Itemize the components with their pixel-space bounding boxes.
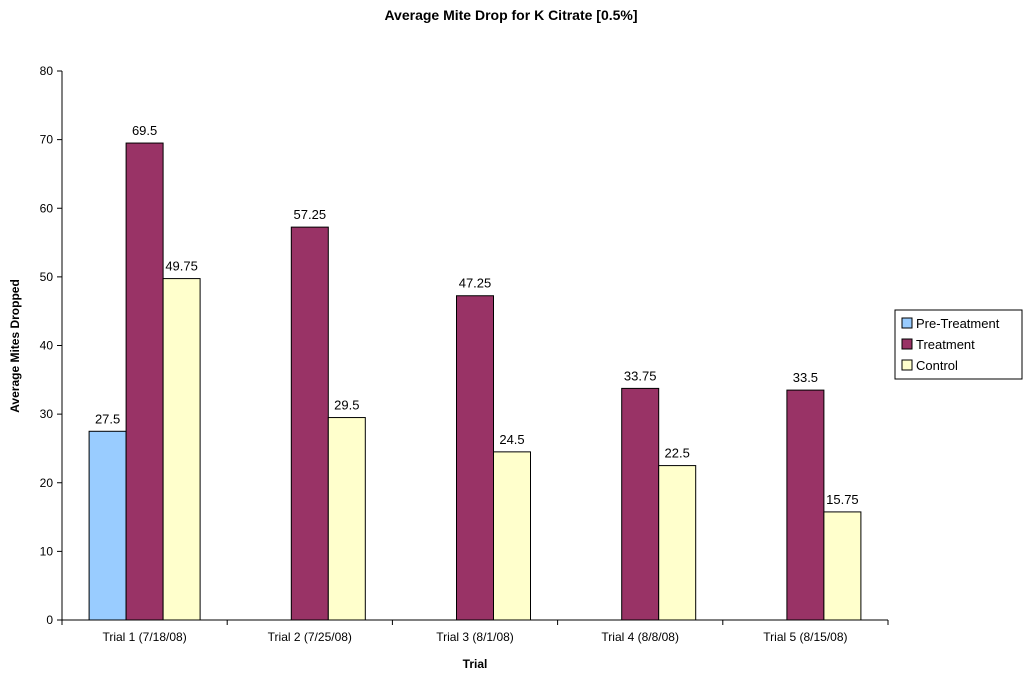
y-tick-label: 70: [40, 133, 54, 147]
y-tick-label: 0: [46, 613, 53, 627]
x-tick-label: Trial 5 (8/15/08): [763, 630, 847, 644]
bar-treatment: [621, 387, 660, 621]
y-tick-label: 30: [40, 407, 54, 421]
x-tick-label: Trial 4 (8/8/08): [601, 630, 679, 644]
legend-label: Control: [916, 358, 958, 373]
bar-control: [658, 465, 697, 621]
legend-label: Treatment: [916, 337, 975, 352]
axes: 0 10 20 30 40 50 60 70 80 Trial 1 (7/18/08) Trial …: [40, 64, 889, 644]
bar-control: [493, 451, 531, 621]
data-label: 27.5: [95, 411, 120, 426]
bars: [88, 142, 862, 621]
bar-treatment: [290, 226, 329, 621]
x-axis-title: Trial: [463, 657, 488, 671]
bar-control: [823, 511, 862, 621]
y-tick-label: 60: [40, 201, 54, 215]
chart-title: Average Mite Drop for K Citrate [0.5%]: [384, 7, 637, 23]
data-label: 69.5: [132, 123, 157, 138]
y-axis-title: Average Mites Dropped: [8, 279, 22, 413]
bar-control: [327, 417, 366, 621]
data-label: 24.5: [499, 432, 524, 447]
legend-swatch: [901, 317, 913, 329]
data-label: 22.5: [665, 446, 690, 461]
bar-treatment: [456, 295, 494, 621]
y-tick-label: 50: [40, 270, 54, 284]
legend-box: [894, 309, 1023, 380]
y-tick-label: 40: [40, 339, 54, 353]
legend-swatch: [901, 338, 913, 350]
legend-label: Pre-Treatment: [916, 316, 1000, 331]
legend-swatch: [901, 359, 913, 371]
data-label: 29.5: [334, 398, 359, 413]
x-tick-label: Trial 3 (8/1/08): [436, 630, 514, 644]
data-label: 15.75: [826, 492, 859, 507]
x-tick-label: Trial 2 (7/25/08): [268, 630, 352, 644]
data-label: 33.5: [793, 370, 818, 385]
y-tick-label: 10: [40, 544, 54, 558]
y-tick-label: 80: [40, 64, 54, 78]
data-label: 57.25: [294, 207, 327, 222]
bar-treatment: [125, 142, 164, 621]
data-labels: 27.5 69.5 49.75 57.25 29.5 47.25 24.5 33.75 22.5…: [95, 123, 859, 507]
data-label: 49.75: [165, 259, 198, 274]
x-tick-label: Trial 1 (7/18/08): [102, 630, 186, 644]
bar-pre-treatment: [88, 430, 127, 621]
legend: Pre-Treatment Treatment Control: [894, 309, 1023, 380]
y-tick-label: 20: [40, 476, 54, 490]
data-label: 47.25: [459, 276, 492, 291]
bar-control: [162, 278, 201, 621]
bar-treatment: [786, 389, 825, 621]
data-label: 33.75: [624, 368, 657, 383]
